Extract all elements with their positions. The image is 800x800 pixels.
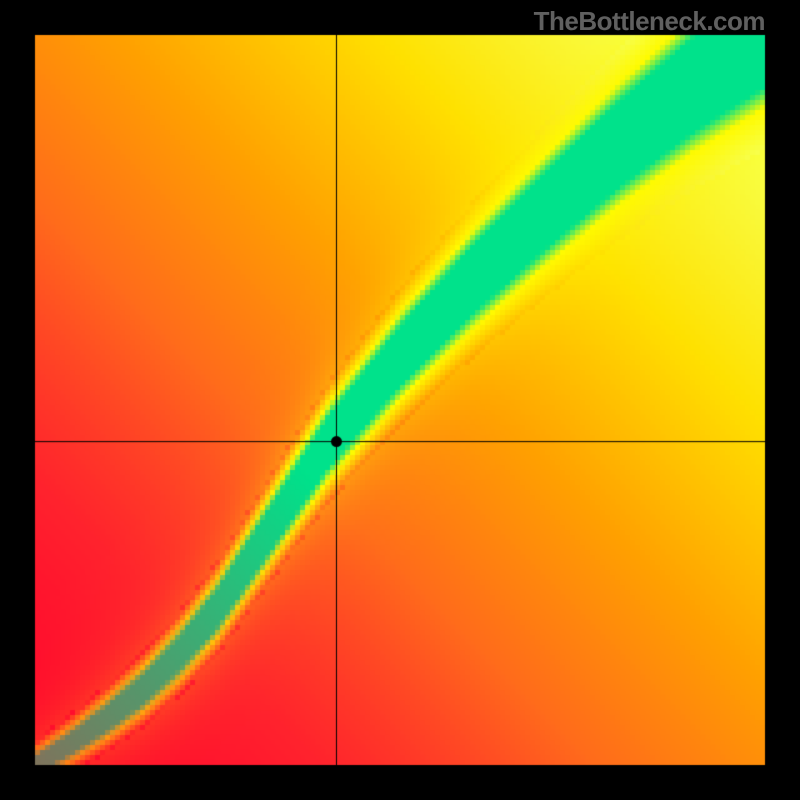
watermark-text: TheBottleneck.com [534, 6, 765, 37]
bottleneck-heatmap [0, 0, 800, 800]
